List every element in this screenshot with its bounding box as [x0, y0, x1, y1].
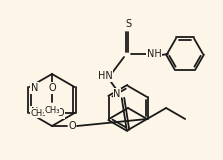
- Text: O: O: [57, 108, 64, 118]
- Text: O: O: [48, 83, 56, 93]
- Text: HN: HN: [98, 71, 112, 81]
- Text: CH₃: CH₃: [31, 108, 46, 117]
- Text: NH: NH: [147, 49, 161, 59]
- Text: N: N: [31, 83, 38, 93]
- Text: N: N: [113, 89, 121, 99]
- Text: N: N: [31, 107, 38, 117]
- Text: S: S: [125, 19, 131, 29]
- Text: CH₃: CH₃: [44, 105, 60, 115]
- Text: O: O: [68, 121, 76, 131]
